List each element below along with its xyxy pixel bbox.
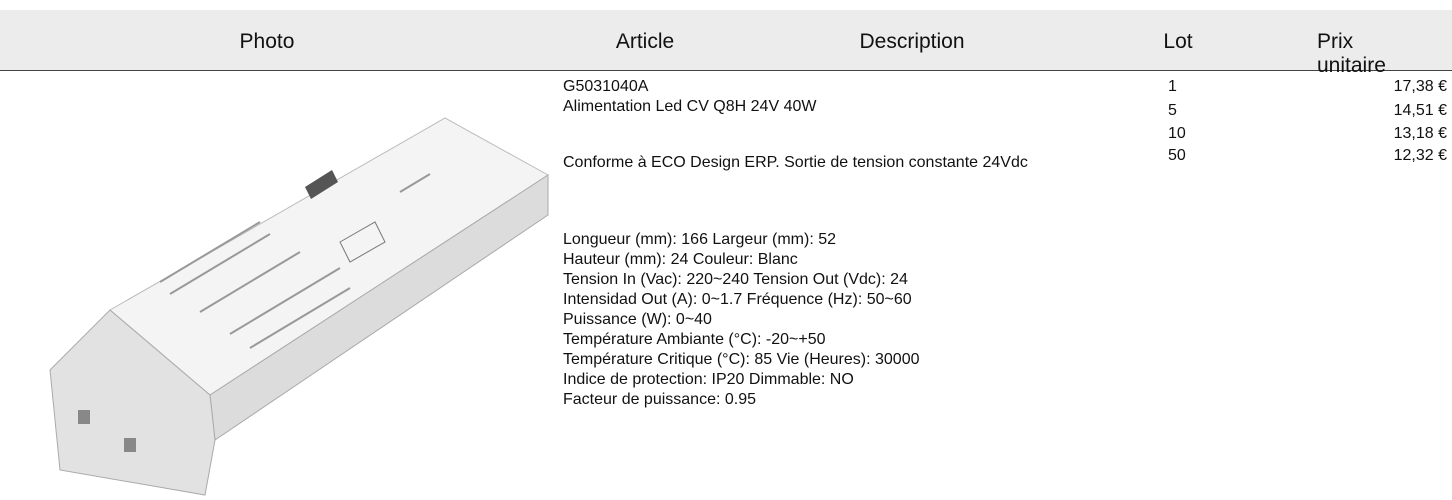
spec-line: Température Critique (°C): 85 Vie (Heure…	[563, 350, 919, 370]
column-header: Prix unitaire	[1317, 30, 1407, 78]
column-header: Description	[859, 30, 964, 54]
lot: 5	[1168, 101, 1177, 121]
spec-line: Longueur (mm): 166 Largeur (mm): 52	[563, 230, 836, 250]
lot: 1	[1168, 77, 1177, 97]
price: 17,38 €	[1300, 77, 1447, 97]
lot: 50	[1168, 146, 1186, 166]
price: 12,32 €	[1300, 146, 1447, 166]
spec-line: Indice de protection: IP20 Dimmable: NO	[563, 370, 854, 390]
spec-line: Puissance (W): 0~40	[563, 310, 712, 330]
column-header: Lot	[1163, 30, 1192, 54]
price: 14,51 €	[1300, 101, 1447, 121]
product-photo	[0, 72, 580, 500]
article-name: Alimentation Led CV Q8H 24V 40W	[563, 97, 816, 117]
spec-line: Tension In (Vac): 220~240 Tension Out (V…	[563, 270, 908, 290]
lot: 10	[1168, 124, 1186, 144]
product-sheet: Photo Article Description Lot Prix unita…	[0, 0, 1452, 500]
column-header: Article	[616, 30, 674, 54]
spec-line: Intensidad Out (A): 0~1.7 Fréquence (Hz)…	[563, 290, 912, 310]
price: 13,18 €	[1300, 124, 1447, 144]
page: Fiche produit {"header": {"columns": ["P…	[0, 0, 1452, 500]
spec-line: Hauteur (mm): 24 Couleur: Blanc	[563, 250, 798, 270]
spec-line: Facteur de puissance: 0.95	[563, 390, 756, 410]
table-header	[0, 10, 1452, 71]
spec-line: Température Ambiante (°C): -20~+50	[563, 330, 826, 350]
body: Photo Article Description Lot Prix unita…	[0, 0, 1452, 500]
article-code: G5031040A	[563, 77, 648, 97]
column-header: Photo	[240, 30, 295, 54]
summary: Conforme à ECO Design ERP. Sortie de ten…	[563, 153, 1053, 173]
